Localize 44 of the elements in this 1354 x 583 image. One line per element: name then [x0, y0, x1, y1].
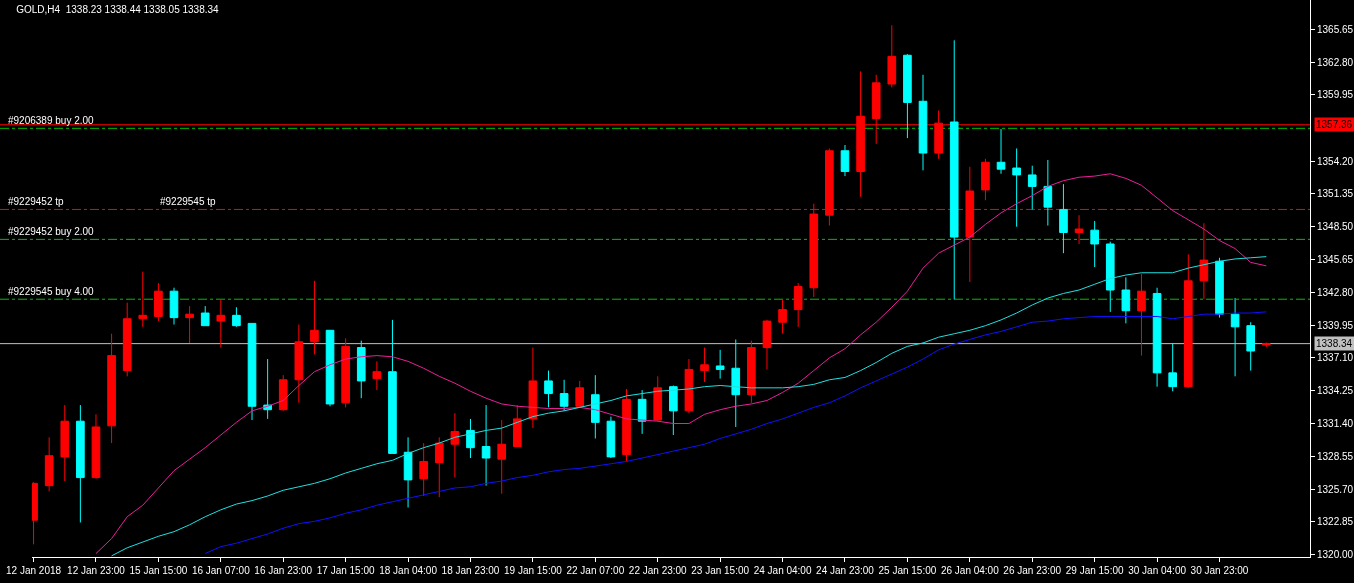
x-tick-label: 30 Jan 04:00: [1128, 565, 1187, 576]
x-tick-label: 19 Jan 15:00: [503, 565, 563, 576]
x-tick-label: 24 Jan 04:00: [753, 565, 812, 576]
x-tick-label: 18 Jan 04:00: [379, 565, 438, 576]
ref-line-label: #9206389 buy 2.00: [8, 115, 95, 126]
x-tick-label: 12 Jan 23:00: [67, 565, 126, 576]
y-tick-label: 1365.65: [1317, 23, 1354, 35]
y-tick-label: 1354.20: [1317, 155, 1354, 167]
chart-title: GOLD,H4 1338.23 1338.44 1338.05 1338.34: [16, 3, 220, 15]
x-tick-label: 16 Jan 07:00: [191, 565, 251, 576]
y-tick-label: 1342.80: [1317, 286, 1354, 298]
x-tick-label: 15 Jan 15:00: [129, 565, 188, 576]
x-tick-label: 30 Jan 23:00: [1190, 565, 1249, 576]
ref-line-label: #9229452 buy 2.00: [8, 226, 95, 237]
x-tick-label: 12 Jan 2018: [6, 565, 62, 576]
x-tick-label: 23 Jan 15:00: [691, 565, 750, 576]
y-tick-label: 1325.70: [1317, 483, 1354, 495]
y-tick-label: 1348.50: [1317, 221, 1354, 233]
x-tick-label: 16 Jan 23:00: [254, 565, 313, 576]
x-tick-label: 26 Jan 04:00: [940, 565, 1000, 576]
x-tick-label: 24 Jan 23:00: [816, 565, 875, 576]
y-tick-label: 1337.10: [1317, 352, 1354, 364]
y-tick-label: 1339.95: [1317, 319, 1354, 331]
ref-line-label: 1357.36: [1316, 119, 1353, 130]
y-tick-label: 1351.35: [1317, 188, 1354, 200]
y-tick-label: 1362.80: [1317, 56, 1354, 68]
ref-line-label: #9229545 buy 4.00: [8, 286, 95, 297]
x-tick-label: 17 Jan 15:00: [316, 565, 375, 576]
x-tick-label: 18 Jan 23:00: [441, 565, 500, 576]
y-tick-label: 1328.55: [1317, 450, 1354, 462]
y-tick-label: 1331.40: [1317, 418, 1354, 429]
y-tick-label: 1345.65: [1317, 254, 1354, 266]
ref-line-label: 1338.34: [1316, 338, 1353, 349]
x-tick-label: 26 Jan 23:00: [1003, 565, 1062, 576]
annotation: #9229545 tp: [160, 196, 217, 207]
ref-line-label: #9229452 tp: [8, 196, 65, 207]
y-tick-label: 1322.85: [1317, 516, 1354, 528]
y-tick-label: 1334.25: [1317, 385, 1354, 397]
x-tick-label: 22 Jan 07:00: [566, 565, 625, 576]
y-tick-label: 1359.95: [1317, 89, 1354, 101]
x-tick-label: 25 Jan 15:00: [878, 565, 937, 576]
x-tick-label: 29 Jan 15:00: [1065, 565, 1125, 576]
y-tick-label: 1320.00: [1317, 549, 1354, 561]
x-tick-label: 22 Jan 23:00: [628, 565, 688, 576]
